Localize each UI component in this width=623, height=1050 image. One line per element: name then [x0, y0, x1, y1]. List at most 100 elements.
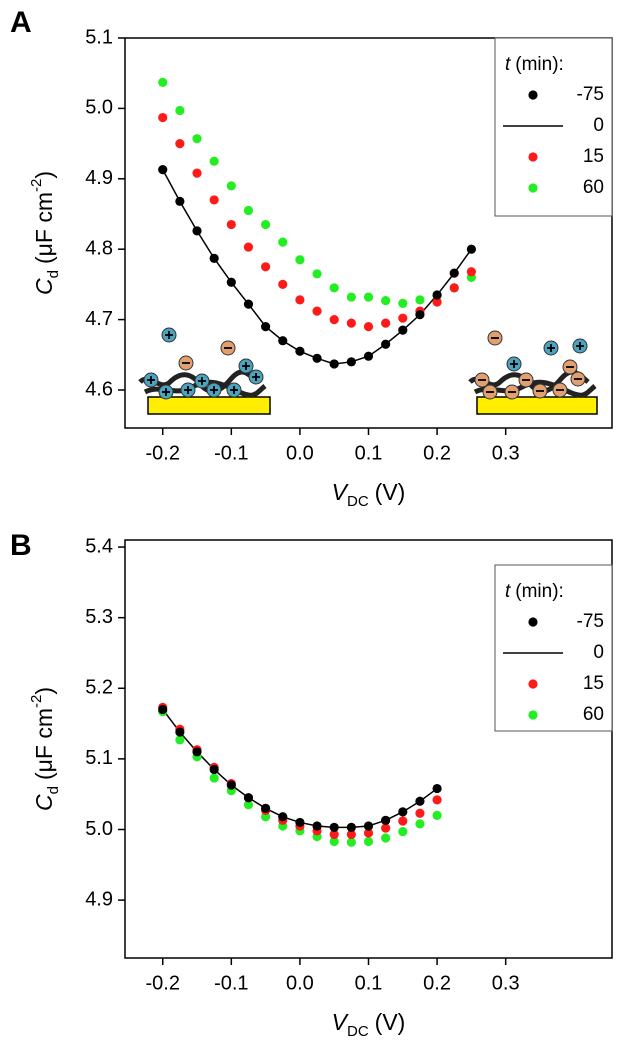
y-label-unit-end: ) [31, 687, 57, 695]
data-point [261, 812, 271, 822]
panel-label: A [10, 6, 32, 39]
data-point [398, 816, 408, 826]
data-point [398, 298, 408, 308]
data-point [381, 833, 391, 843]
data-point [175, 727, 185, 737]
data-point [346, 318, 356, 328]
data-point [449, 268, 459, 278]
data-point [329, 829, 339, 840]
y-tick-label: 4.6 [85, 378, 113, 400]
data-point [432, 290, 442, 300]
legend-title: t (min): [505, 581, 564, 602]
data-point [398, 325, 408, 335]
data-point [295, 295, 305, 305]
legend-title-symbol: t [505, 54, 511, 75]
legend-marker [528, 90, 538, 100]
x-tick-label: 0.0 [286, 972, 314, 994]
data-point [158, 165, 168, 175]
legend-title-text: (min): [515, 581, 564, 602]
data-point [312, 353, 322, 363]
legend-marker [528, 183, 538, 193]
legend-label: 60 [583, 177, 604, 198]
y-axis-label: Cd (μF cm-2) [28, 687, 62, 811]
data-point [278, 812, 288, 822]
data-point [449, 283, 459, 293]
data-point [209, 764, 219, 775]
data-point [398, 313, 408, 323]
data-point [346, 822, 356, 832]
data-point [466, 267, 476, 277]
data-point [192, 226, 202, 236]
data-point [226, 277, 236, 287]
legend-marker [528, 152, 538, 162]
y-tick-label: 5.2 [85, 677, 113, 699]
data-point [158, 112, 168, 123]
data-point [363, 828, 374, 838]
data-point [158, 704, 168, 715]
data-point [432, 297, 442, 307]
data-point [381, 318, 391, 328]
y-label-subscript: d [45, 786, 62, 794]
data-point [192, 134, 202, 144]
x-tick-label: 0.1 [355, 442, 383, 464]
data-point [363, 351, 374, 361]
data-point [346, 292, 356, 302]
y-label-superscript: -2 [28, 179, 45, 192]
data-point [209, 156, 219, 166]
data-point [432, 795, 442, 805]
data-point [415, 819, 425, 829]
data-point [261, 803, 271, 813]
y-label-unit: (μF cm [31, 192, 57, 264]
data-point [261, 219, 271, 230]
legend-label: -75 [577, 84, 604, 105]
data-point [243, 800, 254, 810]
data-point [363, 322, 374, 332]
data-point [261, 262, 271, 272]
y-label-unit-end: ) [31, 171, 57, 179]
data-point [346, 837, 356, 847]
series-line [162, 169, 472, 365]
x-tick-label: -0.1 [214, 972, 248, 994]
data-point [329, 314, 339, 325]
x-tick-label: 0.2 [423, 442, 451, 464]
data-point [278, 279, 288, 289]
data-point [175, 138, 185, 149]
data-point [192, 747, 202, 757]
data-point [243, 242, 254, 252]
legend-box [494, 37, 613, 217]
data-point [398, 807, 408, 817]
y-tick-label: 4.7 [85, 308, 113, 330]
data-point [415, 796, 425, 806]
data-point [363, 836, 374, 847]
y-tick-label: 5.1 [85, 747, 113, 769]
data-point [432, 810, 442, 820]
data-point [415, 808, 425, 818]
x-axis-label: VDC (V) [332, 479, 406, 510]
y-tick-label: 5.0 [85, 818, 113, 840]
data-point [226, 181, 236, 191]
x-label-subscript: DC [347, 1023, 369, 1040]
legend-box [494, 564, 613, 732]
data-point [415, 295, 425, 305]
data-point [432, 783, 442, 794]
data-point [346, 829, 356, 840]
y-label-symbol: C [31, 794, 57, 811]
x-tick-label: 0.3 [492, 972, 520, 994]
data-point [175, 105, 185, 116]
y-tick-label: 4.9 [85, 888, 113, 910]
series-line [162, 709, 438, 829]
y-label-symbol: C [31, 278, 57, 295]
electrode [147, 396, 271, 415]
legend-marker [528, 710, 538, 720]
y-tick-label: 4.9 [85, 167, 113, 189]
data-point [312, 821, 322, 831]
data-point [278, 336, 288, 346]
x-axis-label: VDC (V) [332, 1009, 406, 1040]
y-label-subscript: d [45, 270, 62, 278]
data-point [278, 237, 288, 247]
data-point [312, 306, 322, 316]
x-tick-label: -0.1 [214, 442, 248, 464]
data-point [209, 195, 219, 205]
legend-label: 15 [583, 146, 604, 167]
data-point [295, 817, 305, 828]
